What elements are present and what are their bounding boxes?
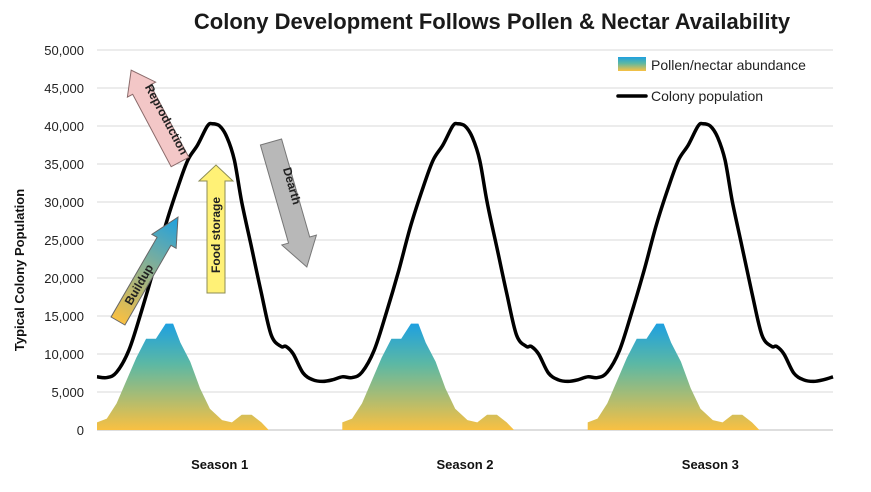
y-tick-label: 20,000 (44, 271, 84, 286)
y-tick-label: 30,000 (44, 195, 84, 210)
y-tick-label: 35,000 (44, 157, 84, 172)
pollen-area-season (587, 323, 760, 430)
y-tick-labels: 0 5,000 10,000 15,000 20,000 25,000 30,000 35,0… (44, 43, 84, 438)
legend-label-colony: Colony population (651, 88, 763, 104)
y-tick-label: 50,000 (44, 43, 84, 58)
chart-title: Colony Development Follows Pollen & Nect… (194, 9, 791, 34)
colony-population-line (96, 121, 834, 384)
y-tick-label: 5,000 (51, 385, 84, 400)
y-tick-label: 10,000 (44, 347, 84, 362)
y-tick-label: 0 (77, 423, 84, 438)
y-axis-title: Typical Colony Population (12, 189, 27, 351)
food-storage-label: Food storage (209, 197, 223, 273)
pollen-area-season (342, 323, 515, 430)
food-storage-arrow: Food storage (197, 164, 235, 294)
pollen-area-layer (97, 323, 760, 430)
reproduction-arrow: Reproduction (126, 69, 191, 168)
x-category-label: Season 1 (191, 457, 248, 472)
x-category-labels: Season 1 Season 2 Season 3 (191, 457, 739, 472)
y-tick-label: 40,000 (44, 119, 84, 134)
buildup-arrow: Buildup (110, 216, 179, 326)
x-category-label: Season 2 (436, 457, 493, 472)
legend-label-pollen: Pollen/nectar abundance (651, 57, 806, 73)
colony-line-layer (96, 121, 834, 384)
y-tick-label: 15,000 (44, 309, 84, 324)
y-tick-label: 25,000 (44, 233, 84, 248)
legend: Pollen/nectar abundance Colony populatio… (616, 57, 806, 104)
y-tick-label: 45,000 (44, 81, 84, 96)
legend-swatch-pollen (618, 57, 646, 71)
pollen-area-season (97, 323, 269, 430)
x-category-label: Season 3 (682, 457, 739, 472)
dearth-arrow: Dearth (259, 138, 318, 268)
